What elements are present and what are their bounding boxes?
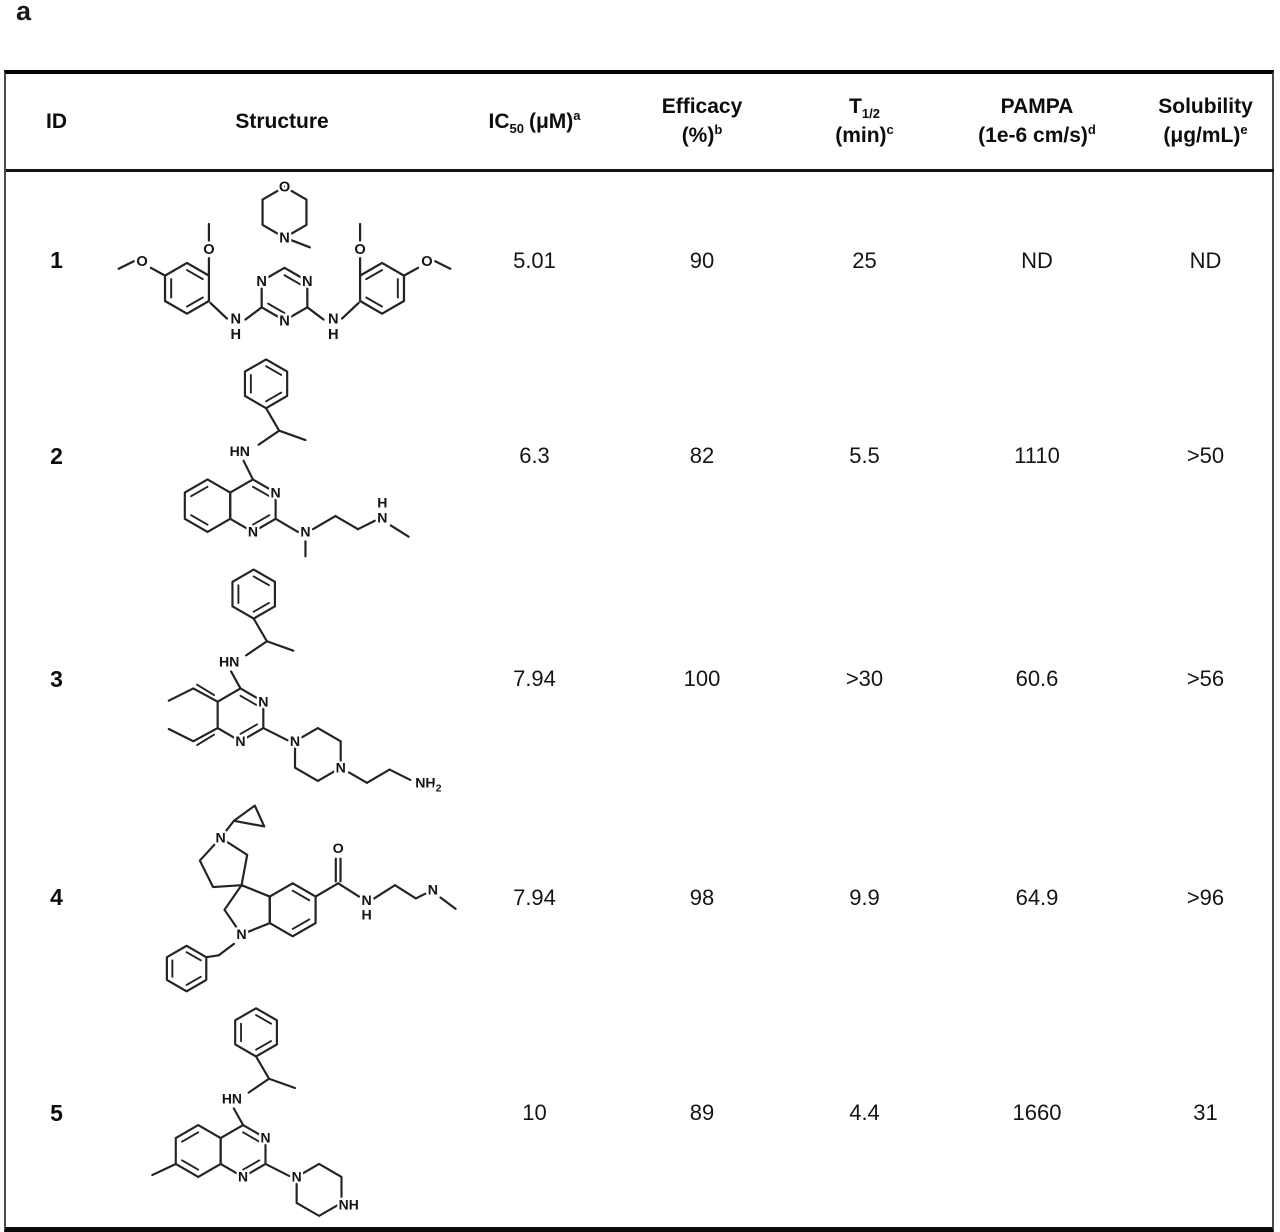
row-1-pampa: ND: [1021, 247, 1053, 273]
atom-label: N: [300, 524, 310, 540]
row-2-ic50: 6.3: [519, 443, 550, 468]
row-5-thalf: 4.4: [849, 1100, 880, 1125]
row-2-thalf: 5.5: [849, 443, 880, 468]
atom-label: N: [260, 1130, 270, 1146]
row-2-pampa: 1110: [1014, 443, 1060, 468]
atom-label: H: [377, 495, 387, 511]
atom-label: N: [279, 313, 290, 329]
row-5-pampa: 1660: [1012, 1100, 1062, 1125]
row-1-solubility: ND: [1189, 247, 1222, 273]
atom-label: N: [256, 274, 267, 290]
row-3-id: 3: [50, 665, 63, 692]
atom-label: HN: [230, 443, 250, 459]
compound-row-5: 5: [6, 999, 1274, 1227]
atom-label: O: [421, 254, 432, 270]
panel-label-a: a: [16, 0, 32, 26]
atom-label: N: [377, 510, 387, 526]
col-header-ic50: IC50 (μM)a: [457, 74, 612, 172]
row-3-efficacy: 100: [683, 666, 721, 691]
atom-label: N: [230, 311, 241, 327]
atom-label: N: [236, 927, 246, 943]
row-2-solubility: >50: [1186, 443, 1225, 468]
atom-label: 2: [436, 783, 442, 794]
compound-5-structure: HN N N N NH: [151, 1007, 361, 1217]
col-header-structure: Structure: [107, 74, 457, 172]
row-2-id: 2: [50, 442, 63, 469]
atom-label: N: [248, 524, 258, 540]
atom-label: O: [279, 180, 290, 196]
compound-table-container: ID Structure IC50 (μM)a Efficacy (%)b T1/…: [4, 70, 1274, 1232]
col-header-solubility: Solubility (μg/mL)e: [1137, 74, 1274, 172]
compound-row-2: 2: [6, 350, 1274, 562]
row-2-efficacy: 82: [689, 443, 715, 468]
row-1-ic50: 5.01: [513, 247, 556, 273]
row-3-pampa: 60.6: [1015, 666, 1059, 691]
atom-label: N: [428, 883, 438, 899]
col-header-id: ID: [6, 74, 107, 172]
compound-2-structure: HN N N N H N: [183, 358, 410, 558]
atom-label: O: [136, 254, 147, 270]
atom-label: N: [290, 733, 300, 749]
row-5-structure-cell: HN N N N NH: [107, 999, 457, 1227]
atom-label: NH: [339, 1196, 359, 1212]
row-1-efficacy: 90: [689, 247, 715, 273]
col-header-pampa: PAMPA (1e-6 cm/s)d: [937, 74, 1137, 172]
atom-label: H: [230, 327, 241, 343]
row-3-ic50: 7.94: [513, 666, 556, 691]
row-2-structure-cell: HN N N N H N: [107, 350, 457, 562]
atom-label: HN: [219, 654, 239, 670]
row-4-solubility: >96: [1186, 884, 1225, 910]
atom-label: N: [216, 831, 226, 847]
row-4-id: 4: [50, 884, 63, 910]
atom-label: N: [292, 1169, 302, 1185]
row-4-thalf: 9.9: [849, 884, 880, 910]
atom-label: N: [279, 230, 290, 246]
compound-4-structure: N N O N H N: [165, 804, 457, 993]
row-4-ic50: 7.94: [513, 884, 556, 910]
row-5-solubility: 31: [1193, 1100, 1218, 1125]
atom-label: N: [302, 274, 313, 290]
atom-label: O: [333, 841, 344, 857]
row-4-efficacy: 98: [689, 884, 715, 910]
atom-label: N: [336, 759, 346, 775]
atom-label: NH: [415, 775, 435, 791]
col-header-thalf: T1/2 (min)c: [792, 74, 937, 172]
atom-label: N: [361, 893, 371, 909]
compound-3-structure: HN N N N N NH 2: [167, 568, 444, 796]
row-1-structure-cell: O N O O N N N N H N H O O: [107, 170, 457, 350]
atom-label: H: [361, 907, 371, 923]
atom-label: HN: [222, 1091, 242, 1107]
atom-label: O: [203, 242, 214, 258]
compound-1-structure: O N O O N N N N H N H O O: [117, 177, 452, 345]
row-3-structure-cell: HN N N N N NH 2: [107, 562, 457, 796]
row-4-pampa: 64.9: [1015, 884, 1059, 910]
atom-label: N: [258, 693, 268, 709]
row-3-thalf: >30: [845, 666, 884, 691]
row-1-thalf: 25: [852, 247, 877, 273]
compound-table: ID Structure IC50 (μM)a Efficacy (%)b T1/…: [6, 74, 1274, 1227]
row-3-solubility: >56: [1186, 666, 1225, 691]
atom-label: N: [238, 1169, 248, 1185]
col-header-efficacy: Efficacy (%)b: [612, 74, 792, 172]
atom-label: N: [235, 733, 245, 749]
row-5-id: 5: [50, 1099, 63, 1126]
atom-label: N: [328, 311, 339, 327]
row-5-efficacy: 89: [689, 1100, 715, 1125]
row-4-structure-cell: N N O N H N: [107, 796, 457, 999]
row-1-id: 1: [50, 247, 63, 274]
row-5-ic50: 10: [522, 1100, 547, 1125]
atom-label: O: [354, 242, 365, 258]
atom-label: N: [271, 484, 281, 500]
header-row: ID Structure IC50 (μM)a Efficacy (%)b T1/…: [6, 74, 1274, 172]
atom-label: H: [328, 327, 339, 343]
compound-row-1: 1: [6, 170, 1274, 350]
compound-row-4: 4: [6, 796, 1274, 999]
compound-row-3: 3: [6, 562, 1274, 796]
